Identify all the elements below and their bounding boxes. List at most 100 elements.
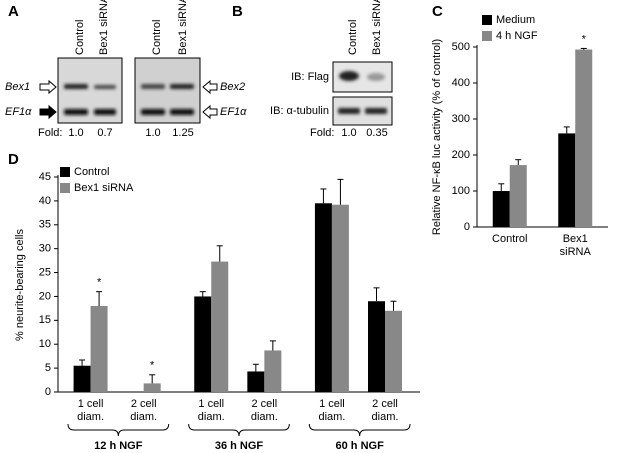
y-tick-label: 5 [45, 362, 51, 374]
bar [90, 306, 108, 392]
column-label: Bex1 siRNA [371, 0, 383, 55]
error-bar [79, 359, 86, 366]
y-tick-label: 400 [452, 77, 470, 89]
error-bar [515, 159, 522, 166]
arrow [202, 79, 218, 95]
arrow [39, 104, 57, 120]
bands [64, 84, 194, 115]
error-bar [320, 188, 327, 204]
legend-label: 4 h NGF [496, 30, 538, 42]
column-label: Bex1 siRNA [177, 0, 189, 55]
error-bar [373, 287, 380, 302]
y-tick-label: 40 [39, 195, 51, 207]
legend-label: Bex1 siRNA [74, 182, 134, 194]
y-tick-label: 10 [39, 338, 51, 350]
y-tick-label: 15 [39, 314, 51, 326]
band-label: Bex2 [220, 81, 245, 93]
fold-value: 0.35 [366, 127, 387, 139]
y-axis-label: % neurite-bearing cells [14, 229, 26, 341]
bar [211, 261, 229, 392]
y-tick-label: 100 [452, 185, 470, 197]
group-brace [188, 423, 290, 437]
x-tick-label: 1 cell diam. [197, 398, 225, 423]
column-label: Control [151, 20, 163, 55]
y-tick-label: 500 [452, 41, 470, 53]
error-bar [149, 374, 156, 384]
legend-swatch [60, 167, 70, 177]
annotation: * [582, 33, 587, 45]
error-bar [580, 47, 587, 50]
band-label: Bex1 [5, 81, 30, 93]
error-bar [563, 126, 570, 134]
bar [194, 296, 212, 392]
bar [247, 371, 265, 392]
x-tick-label: Control [492, 233, 528, 245]
group-label: 12 h NGF [94, 440, 143, 452]
group-brace [308, 423, 411, 437]
bar [492, 191, 510, 227]
fold-value: 1.0 [68, 127, 83, 139]
x-tick-label: 2 cell diam. [130, 398, 158, 423]
bar [331, 204, 349, 392]
x-tick-label: 2 cell diam. [371, 398, 399, 423]
y-tick-label: 25 [39, 266, 51, 278]
fold-value: 1.0 [145, 127, 160, 139]
y-tick-label: 0 [45, 386, 51, 398]
x-tick-label: 2 cell diam. [250, 398, 278, 423]
error-bar [269, 340, 276, 351]
y-tick-label: 200 [452, 149, 470, 161]
annotation: * [97, 277, 102, 289]
error-bar [199, 291, 206, 297]
group-brace [67, 423, 170, 437]
y-tick-label: 30 [39, 243, 51, 255]
y-tick-label: 300 [452, 113, 470, 125]
fold-value: 1.0 [341, 127, 356, 139]
y-tick-label: 0 [464, 221, 470, 233]
group-label: 36 h NGF [215, 440, 264, 452]
blot-label: IB: α-tubulin [270, 105, 329, 117]
panel-letter: A [8, 3, 19, 20]
panel-letter: C [432, 3, 443, 20]
band-label: EF1α [220, 106, 247, 118]
column-label: Bex1 siRNA [98, 0, 110, 55]
panel-letter: D [8, 151, 19, 168]
x-tick-label: 1 cell diam. [77, 398, 105, 423]
annotation: * [150, 360, 155, 372]
fold-label: Fold: [310, 127, 334, 139]
legend-swatch [60, 183, 70, 193]
error-bar [216, 245, 223, 262]
bar [575, 49, 593, 227]
bar [368, 301, 386, 392]
column-label: Control [74, 20, 86, 55]
legend-label: Medium [496, 14, 535, 26]
fold-value: 1.25 [172, 127, 193, 139]
bar [264, 350, 282, 392]
bar [509, 165, 527, 227]
group-label: 60 h NGF [336, 440, 385, 452]
bar [558, 133, 576, 227]
arrow [202, 104, 218, 120]
band-label: EF1α [5, 106, 32, 118]
legend-swatch [482, 15, 492, 25]
arrow [39, 79, 57, 95]
x-tick-label: 1 cell diam. [318, 398, 346, 423]
fold-value: 0.7 [97, 127, 112, 139]
column-label: Control [347, 20, 359, 55]
blot-label: IB: Flag [291, 71, 329, 83]
error-bar [337, 178, 344, 205]
legend-swatch [482, 31, 492, 41]
error-bar [96, 291, 103, 306]
legend-label: Control [74, 166, 109, 178]
panel-letter: B [232, 3, 243, 20]
y-tick-label: 20 [39, 290, 51, 302]
y-tick-label: 35 [39, 219, 51, 231]
error-bar [252, 363, 259, 372]
y-axis-label: Relative NF-κB luc activity (% of contro… [431, 39, 443, 235]
bar [385, 310, 403, 392]
y-tick-label: 45 [39, 171, 51, 183]
error-bar [390, 300, 397, 311]
x-tick-label: Bex1 siRNA [559, 233, 591, 258]
error-bar [498, 183, 505, 191]
